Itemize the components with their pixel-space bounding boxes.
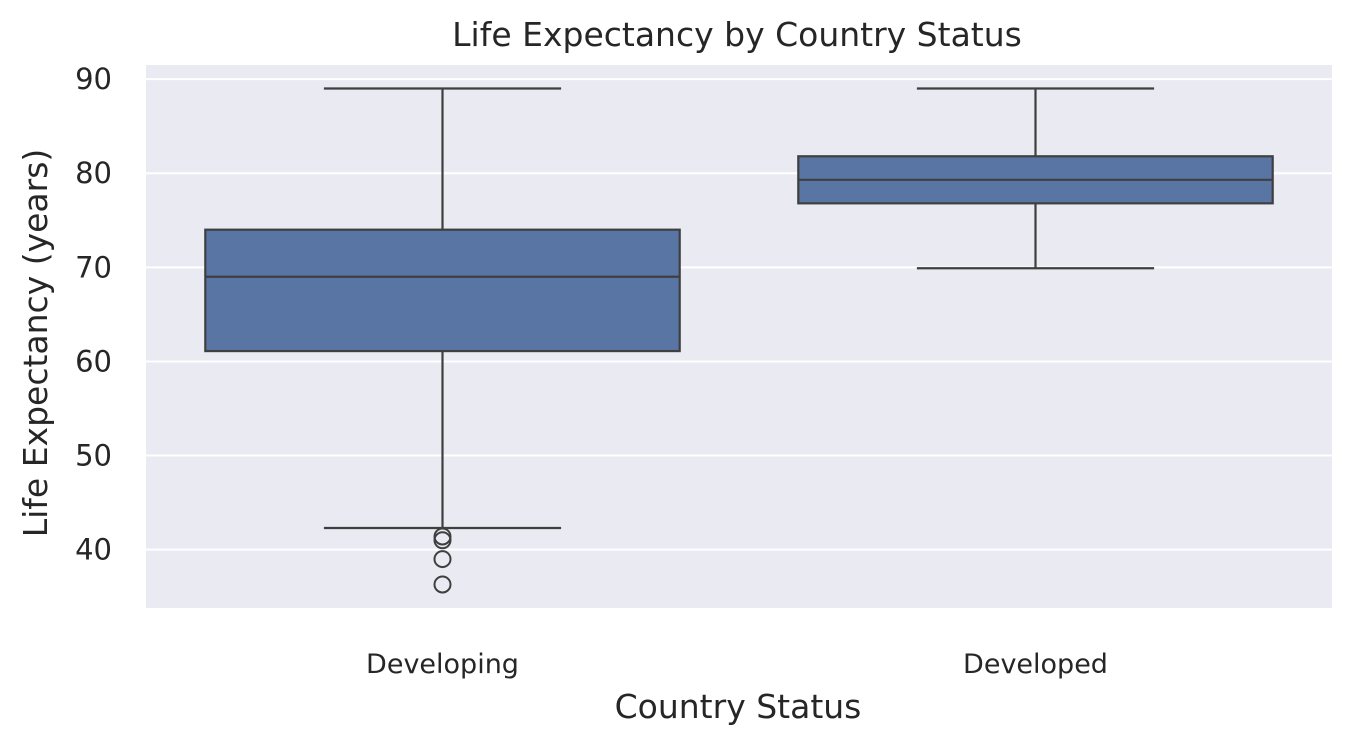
outlier-point-3 xyxy=(433,575,452,594)
y-tick-labels: 40 50 60 70 80 90 xyxy=(75,62,112,567)
y-tick-label-80: 80 xyxy=(75,156,112,190)
y-tick-label-60: 60 xyxy=(75,344,112,378)
x-tick-label-developed: Developed xyxy=(963,649,1108,680)
box-group-developing xyxy=(204,87,681,594)
y-tick-label-40: 40 xyxy=(75,533,112,567)
boxes xyxy=(204,87,1274,594)
y-tick-label-90: 90 xyxy=(75,62,112,96)
box-group-developed xyxy=(797,87,1274,270)
y-tick-label-70: 70 xyxy=(75,250,112,284)
y-tick-label-50: 50 xyxy=(75,439,112,473)
x-tick-labels: Developing Developed xyxy=(366,649,1108,680)
outlier-point-1 xyxy=(433,531,452,550)
x-tick-label-developing: Developing xyxy=(366,649,519,680)
outlier-point-2 xyxy=(433,550,452,569)
x-axis-label: Country Status xyxy=(615,687,862,726)
y-axis-label: Life Expectancy (years) xyxy=(16,149,55,538)
iqr-box xyxy=(204,228,681,353)
chart-title: Life Expectancy by Country Status xyxy=(452,15,1022,54)
